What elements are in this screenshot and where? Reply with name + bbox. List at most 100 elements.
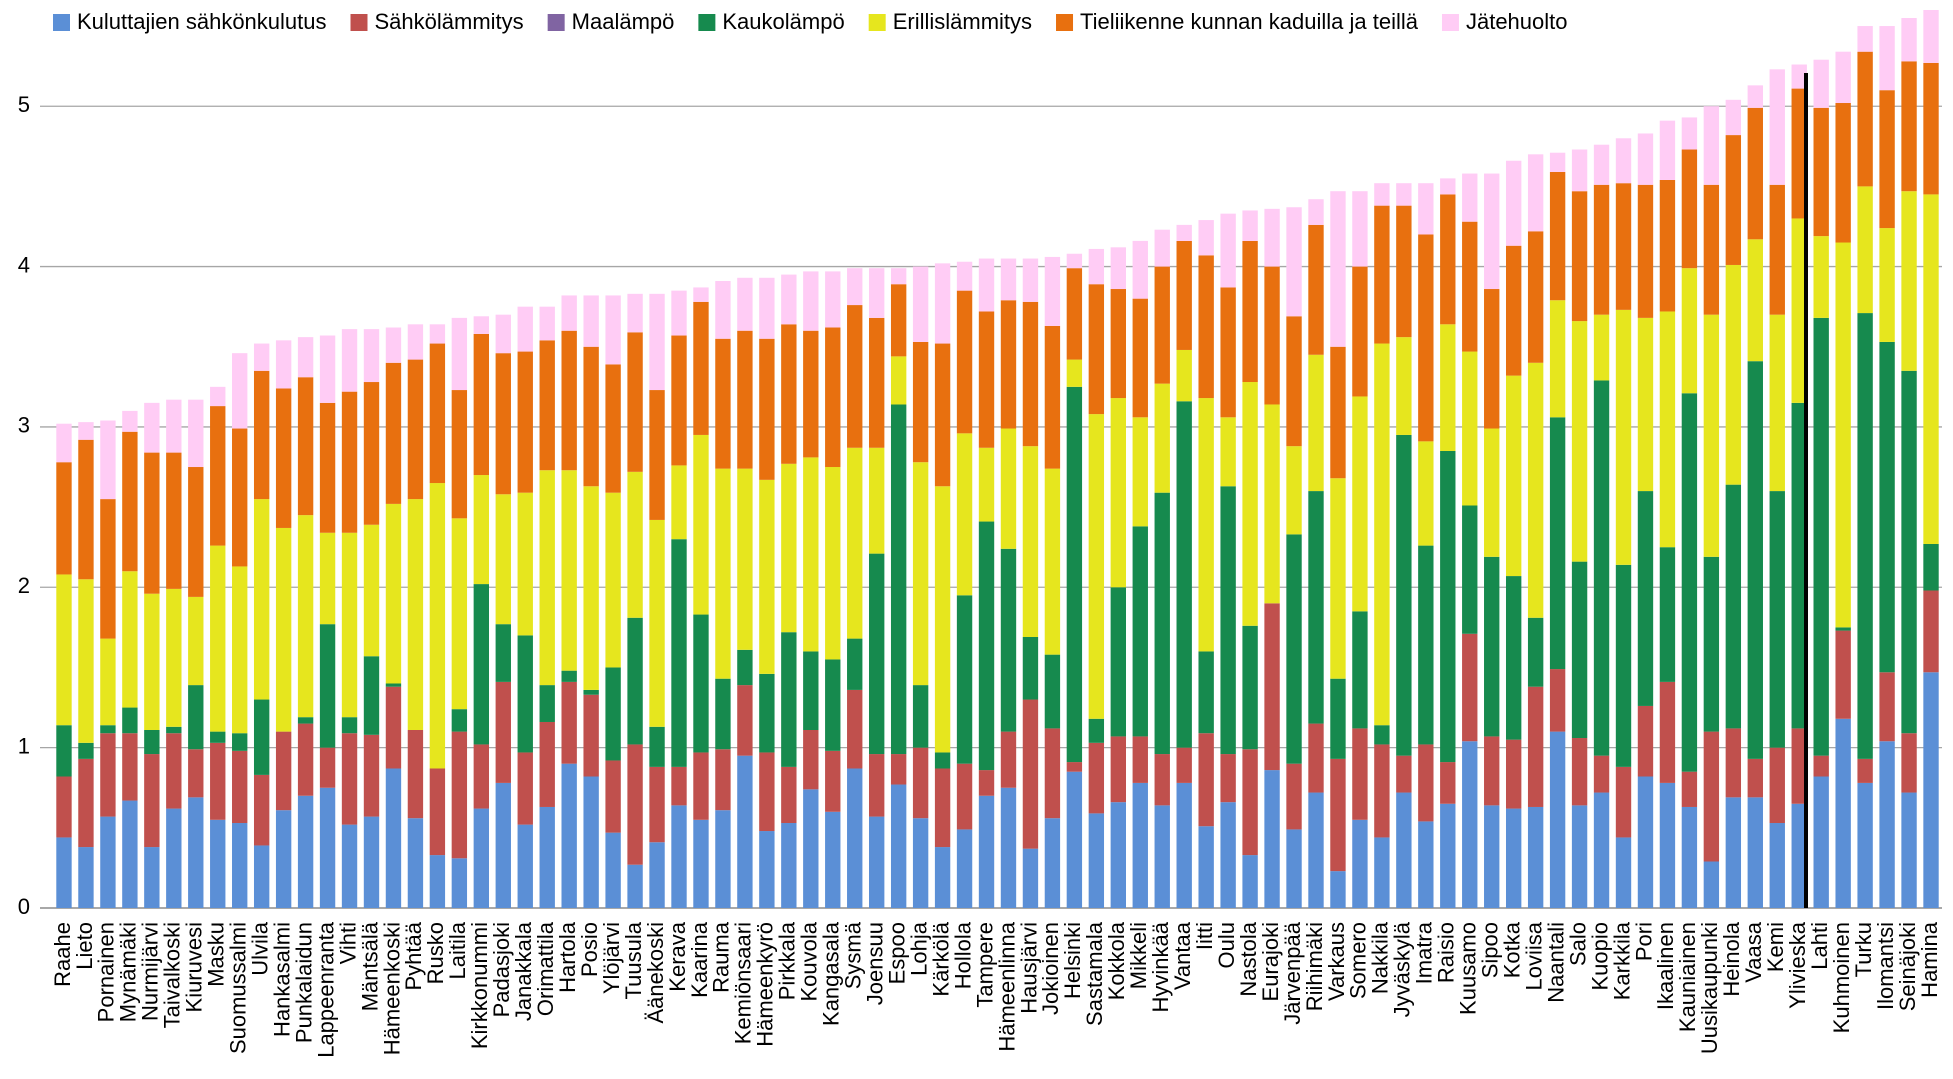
x-tick-label: Kuusamo: [1456, 922, 1481, 1015]
bar-segment: [1198, 220, 1214, 256]
bar-segment: [1681, 393, 1698, 772]
bar-segment: [429, 483, 446, 769]
bar-segment: [649, 293, 665, 391]
bar-segment: [1352, 191, 1368, 267]
bar-segment: [934, 343, 951, 487]
bar-segment: [539, 306, 555, 341]
bar-segment: [649, 519, 665, 727]
bar-segment: [1615, 309, 1632, 565]
bar-segment: [1879, 90, 1895, 229]
bar-segment: [1593, 792, 1610, 908]
bar-segment: [1440, 194, 1456, 325]
bar-segment: [956, 261, 973, 291]
bar-segment: [473, 744, 490, 809]
bar-segment: [978, 258, 995, 312]
bar-segment: [1396, 434, 1412, 756]
bar-segment: [1901, 370, 1917, 734]
bar-segment: [1022, 258, 1039, 302]
bar-segment: [561, 470, 577, 671]
bar-segment: [1484, 173, 1500, 290]
legend-label: Kaukolämpö: [722, 9, 844, 34]
x-tick-label: Ilomantsi: [1873, 922, 1898, 1010]
bar-segment: [1396, 337, 1412, 435]
bar-segment: [1615, 138, 1632, 184]
x-tick-label: Espoo: [884, 922, 909, 984]
bar-segment: [1879, 228, 1895, 342]
bar-segment: [144, 402, 160, 453]
legend-label: Tieliikenne kunnan kaduilla ja teillä: [1080, 9, 1419, 34]
bar-segment: [1505, 576, 1522, 740]
x-tick-label: Kemi: [1763, 922, 1788, 972]
bar-segment: [978, 795, 995, 908]
bar-segment: [1791, 728, 1807, 804]
bar-segment: [451, 518, 468, 710]
bar-segment: [517, 752, 533, 825]
bar-segment: [1220, 802, 1236, 908]
bar-segment: [429, 343, 446, 484]
bar-segment: [1769, 314, 1785, 492]
bar-segment: [78, 579, 94, 743]
bar-segment: [1571, 738, 1588, 806]
bar-segment: [737, 468, 753, 650]
bar-segment: [1330, 191, 1346, 347]
bar-segment: [1725, 797, 1742, 908]
bar-segment: [1549, 731, 1566, 908]
y-tick-label: 2: [18, 573, 30, 598]
x-tick-label: Kuhmoinen: [1829, 922, 1854, 1033]
x-tick-label: Heinola: [1719, 921, 1744, 996]
bar-segment: [210, 742, 226, 820]
bar-segment: [1044, 325, 1061, 469]
bar-segment: [1088, 813, 1105, 908]
bar-segment: [297, 337, 314, 378]
bar-segment: [803, 271, 819, 331]
bar-segment: [1176, 782, 1192, 908]
y-tick-label: 5: [18, 92, 30, 117]
bar-segment: [1154, 383, 1170, 493]
bar-segment: [495, 681, 511, 783]
bar-segment: [1198, 398, 1214, 652]
x-tick-label: Vihti: [335, 922, 360, 964]
bar-segment: [1462, 505, 1478, 634]
x-tick-label: Orimattila: [533, 921, 558, 1016]
bar-segment: [1396, 183, 1412, 206]
legend-swatch: [53, 14, 70, 31]
bar-segment: [100, 420, 116, 500]
x-tick-label: Loviisa: [1521, 921, 1546, 990]
bar-segment: [1242, 240, 1258, 383]
bar-segment: [451, 731, 468, 859]
bar-segment: [1615, 564, 1632, 767]
x-tick-label: Hartola: [555, 921, 580, 993]
legend: Kuluttajien sähkönkulutus Sähkölämmitys Ma…: [53, 9, 1568, 34]
bar-segment: [627, 471, 643, 618]
bar-segment: [1505, 739, 1522, 809]
x-tick-label: Eurajoki: [1258, 922, 1283, 1001]
bar-segment: [583, 295, 599, 347]
bar-segment: [1066, 253, 1083, 269]
bar-segment: [1000, 300, 1017, 429]
bar-segment: [1527, 686, 1544, 807]
bar-segment: [253, 845, 270, 908]
x-tick-label: Kuopio: [1587, 922, 1612, 991]
bar-segment: [1505, 160, 1522, 246]
x-tick-label: Sastamala: [1082, 921, 1107, 1026]
bar-segment: [1132, 736, 1148, 783]
bar-segment: [1549, 669, 1566, 732]
bar-segment: [144, 452, 160, 594]
x-tick-label: Tampere: [972, 922, 997, 1008]
bar-segment: [1418, 744, 1434, 822]
bar-segment: [605, 492, 621, 668]
bar-segment: [912, 747, 929, 819]
x-tick-label: Suomussalmi: [226, 922, 251, 1054]
x-tick-label: Kerava: [665, 921, 690, 991]
bar-segment: [1308, 723, 1324, 793]
bar-segment: [693, 434, 709, 615]
bar-segment: [1220, 417, 1236, 487]
bar-segment: [649, 766, 665, 843]
bar-segment: [890, 404, 907, 755]
bar-segment: [1308, 224, 1324, 355]
x-tick-label: Kauniainen: [1675, 922, 1700, 1032]
bar-segment: [1615, 837, 1632, 908]
bar-segment: [1835, 51, 1851, 104]
bar-segment: [385, 768, 402, 908]
bar-segment: [1440, 324, 1456, 451]
